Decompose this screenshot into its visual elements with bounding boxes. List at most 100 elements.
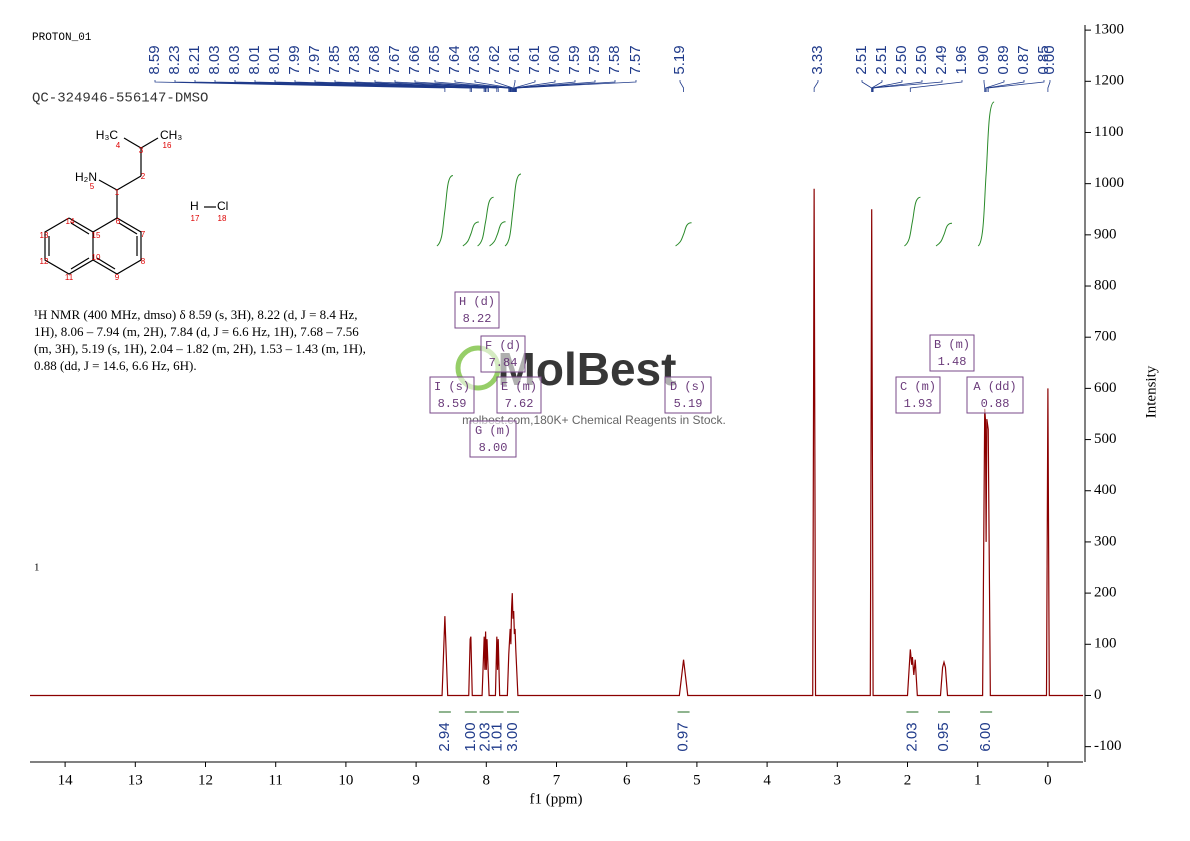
multiplet-box (429, 376, 475, 414)
multiplet-label: C (m) (900, 380, 936, 394)
multiplet-label: F (d) (485, 339, 521, 353)
integral-label: 0.97 (675, 722, 692, 751)
peak-leader (1047, 80, 1051, 92)
x-tick-label: 9 (412, 772, 420, 788)
atom-number: 9 (115, 273, 120, 282)
atom-number: 7 (141, 230, 146, 239)
atom-number: 14 (66, 217, 75, 226)
description-line: 1H), 8.06 – 7.94 (m, 2H), 7.84 (d, J = 6… (34, 324, 359, 339)
peak-label: 7.63 (466, 45, 483, 74)
atom-number: 10 (92, 253, 101, 262)
peak-label: 7.62 (486, 45, 503, 74)
peak-leader (514, 80, 596, 92)
peak-label: 7.66 (406, 45, 423, 74)
peak-leader (679, 80, 684, 92)
x-tick-label: 4 (763, 772, 771, 788)
integral-curve (675, 222, 692, 247)
peak-label: 7.57 (627, 45, 644, 74)
multiplet-shift: 1.48 (938, 355, 967, 369)
multiplet-shift: 8.22 (463, 312, 492, 326)
x-axis-label: f1 (ppm) (530, 791, 583, 807)
x-tick-label: 5 (693, 772, 701, 788)
peak-label: 7.61 (526, 45, 543, 74)
peak-label: 7.64 (446, 45, 463, 74)
peak-label: 0.87 (1015, 45, 1032, 74)
peak-leader (987, 80, 1045, 92)
y-tick-label: -100 (1094, 738, 1122, 754)
x-tick-label: 6 (623, 772, 631, 788)
peak-leader (434, 80, 512, 92)
multiplet-box (966, 376, 1024, 414)
atom-label: H (190, 199, 199, 213)
multiplet-shift: 1.93 (904, 397, 933, 411)
multiplet-shift: 8.00 (479, 441, 508, 455)
atom-number: 8 (141, 257, 146, 266)
integral-curve (904, 196, 921, 247)
multiplet-shift: 7.62 (505, 397, 534, 411)
atom-number: 5 (90, 182, 95, 191)
peak-label: 0.85 (1035, 45, 1052, 74)
peak-label: 8.03 (226, 45, 243, 74)
atom-number: 2 (141, 172, 146, 181)
peak-leader (813, 80, 819, 92)
experiment-name: PROTON_01 (32, 32, 92, 44)
atom-number: 11 (65, 273, 74, 282)
x-tick-label: 2 (904, 772, 912, 788)
peak-leader (983, 80, 986, 92)
x-tick-label: 8 (483, 772, 491, 788)
peak-label: 7.58 (606, 45, 623, 74)
x-tick-label: 1 (974, 772, 982, 788)
peak-leader (872, 80, 943, 92)
peak-label: 8.01 (246, 45, 263, 74)
x-tick-label: 13 (128, 772, 143, 788)
peak-leader (986, 80, 1025, 92)
description-line: 0.88 (dd, J = 14.6, 6.6 Hz, 6H). (34, 358, 197, 373)
spectrum-line (30, 188, 1083, 697)
peak-label: 2.50 (893, 45, 910, 74)
atom-number: 15 (92, 231, 101, 240)
y-tick-label: 1200 (1094, 73, 1124, 89)
peak-label: 8.03 (206, 45, 223, 74)
atom-label: Cl (217, 199, 228, 213)
peak-label: 7.59 (586, 45, 603, 74)
peak-label: 2.49 (933, 45, 950, 74)
y-tick-label: 500 (1094, 431, 1117, 447)
peak-leader (454, 80, 512, 92)
atom-number: 18 (218, 214, 227, 223)
x-tick-label: 14 (58, 772, 74, 788)
integral-curve (504, 173, 522, 247)
integral-curve (477, 196, 494, 247)
peak-label: 7.60 (546, 45, 563, 74)
peak-label: 7.61 (506, 45, 523, 74)
peak-label: 5.19 (671, 45, 688, 74)
y-tick-label: 1000 (1094, 175, 1124, 191)
peak-leader (513, 80, 536, 92)
multiplet-label: I (s) (434, 380, 470, 394)
integral-curve (935, 222, 953, 247)
atom-number: 13 (40, 231, 49, 240)
integral-curve (462, 221, 479, 247)
peak-label: 7.59 (566, 45, 583, 74)
y-tick-label: 300 (1094, 533, 1117, 549)
peak-label: 2.51 (853, 45, 870, 74)
x-tick-label: 0 (1044, 772, 1052, 788)
y-tick-label: 1100 (1094, 124, 1123, 140)
multiplet-box (469, 420, 517, 458)
multiplet-box (454, 291, 500, 329)
integral-label: 0.95 (935, 722, 952, 751)
multiplet-label: B (m) (934, 338, 970, 352)
peak-label: 7.99 (286, 45, 303, 74)
atom-label: H₃C (96, 128, 119, 142)
peak-leader (872, 80, 923, 92)
peak-leader (374, 80, 510, 92)
multiplet-box (480, 335, 526, 373)
peak-label: 3.33 (809, 45, 826, 74)
atom-number: 17 (191, 214, 200, 223)
peak-leader (314, 80, 489, 92)
integral-label: 6.00 (977, 722, 994, 751)
multiplet-box (496, 376, 542, 414)
integral-label: 1.01 (489, 722, 506, 751)
nmr-description: ¹H NMR (400 MHz, dmso) δ 8.59 (s, 3H), 8… (34, 306, 374, 374)
y-tick-label: 900 (1094, 226, 1117, 242)
